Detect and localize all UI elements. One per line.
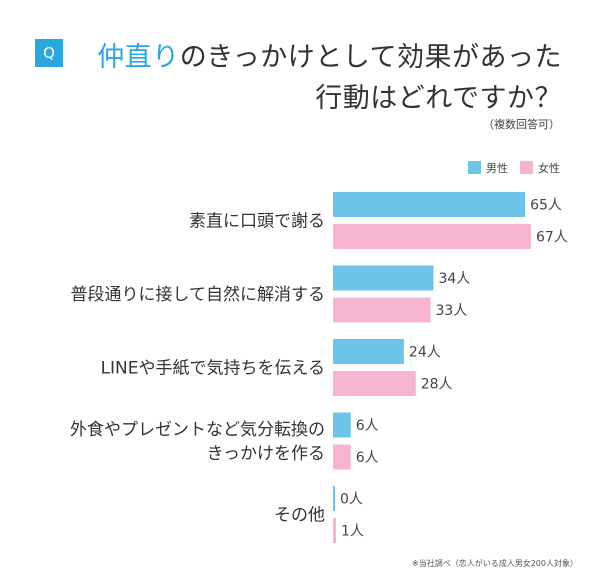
category-label: 素直に口頭で謝る <box>189 212 325 232</box>
page-title-line-1: 仲直りのきっかけとして効果があった <box>97 35 562 74</box>
male-value-label: 0人 <box>340 492 363 508</box>
male-value-label: 24人 <box>409 345 441 361</box>
legend-male-swatch <box>468 161 481 174</box>
male-value-label: 65人 <box>530 198 562 214</box>
female-value-label: 67人 <box>536 230 568 246</box>
page-title-line-2: 行動はどれですか？ <box>315 83 562 114</box>
male-bar <box>333 412 351 438</box>
male-value-label: 34人 <box>438 271 470 287</box>
female-bar <box>333 444 351 470</box>
question-badge: Q <box>35 39 63 67</box>
legend-female-swatch <box>520 161 533 174</box>
female-bar <box>333 518 336 543</box>
male-bar <box>333 339 404 364</box>
legend-male-label: 男性 <box>486 162 508 175</box>
category-label: 普段通りに接して自然に解消する <box>71 285 326 305</box>
female-value-label: 6人 <box>356 450 379 466</box>
legend-female-label: 女性 <box>538 162 560 175</box>
male-value-label: 6人 <box>356 418 379 434</box>
category-label: きっかけを作る <box>207 444 325 464</box>
title-highlight: 仲直り <box>97 42 180 73</box>
male-bar <box>333 265 434 291</box>
female-bar <box>333 297 431 323</box>
multiple-answer-note: （複数回答可） <box>483 118 560 131</box>
male-bar <box>333 486 335 511</box>
category-label: その他 <box>274 506 325 526</box>
survey-footnote: ※当社調べ（恋人がいる成人男女200人対象） <box>412 559 578 568</box>
legend-male: 男性 <box>468 160 508 176</box>
female-value-label: 33人 <box>436 303 468 319</box>
legend-female: 女性 <box>520 160 560 176</box>
female-bar <box>333 371 416 396</box>
female-value-label: 28人 <box>421 377 453 393</box>
category-label: 外食やプレゼントなど気分転換の <box>70 420 325 440</box>
male-bar <box>333 192 526 217</box>
title-rest: のきっかけとして効果があった <box>179 42 562 73</box>
female-bar <box>333 224 531 249</box>
category-label: LINEや手紙で気持ちを伝える <box>101 359 325 379</box>
female-value-label: 1人 <box>341 524 364 540</box>
